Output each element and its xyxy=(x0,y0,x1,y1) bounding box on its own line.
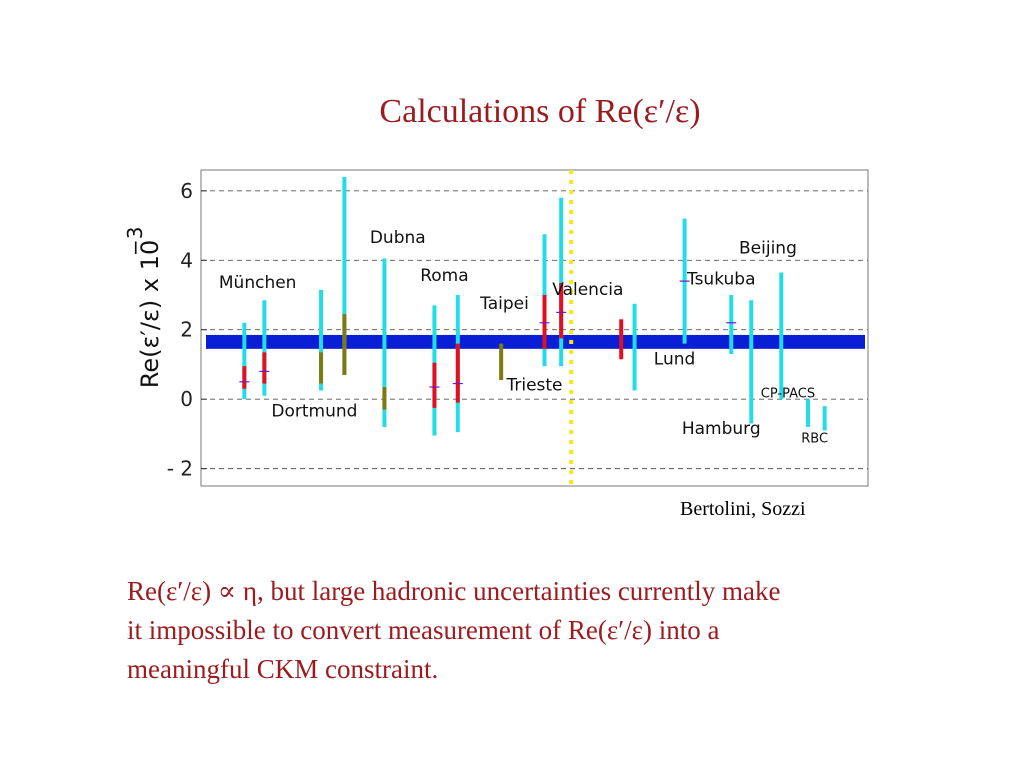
group-label: Trieste xyxy=(505,376,562,396)
chart-credit: Bertolini, Sozzi xyxy=(680,498,806,520)
y-tick-label: 6 xyxy=(180,179,193,203)
caption-line: meaningful CKM constraint. xyxy=(127,654,439,684)
group-label: München xyxy=(219,273,297,293)
chart: - 2 0 2 4 6 Re(ε′/ε) x 10−3 München Dortmund Dub… xyxy=(123,169,869,487)
y-axis-label: Re(ε′/ε) x 10 xyxy=(136,240,164,389)
y-tick-label: 4 xyxy=(180,248,193,272)
group-label: CP-PACS xyxy=(761,386,815,401)
y-tick-label: 0 xyxy=(180,387,193,411)
group-label: Taipei xyxy=(479,294,529,314)
group-label: Beijing xyxy=(739,238,797,258)
group-label: Roma xyxy=(420,266,468,286)
caption-line: it impossible to convert measurement of … xyxy=(127,615,720,645)
group-label: Dubna xyxy=(370,228,426,248)
group-label: Hamburg xyxy=(682,419,761,439)
group-label: Valencia xyxy=(552,280,623,300)
y-axis-exponent: −3 xyxy=(123,227,147,256)
caption: Re(ε′/ε) ∝ η, but large hadronic uncerta… xyxy=(127,572,977,689)
group-label: Lund xyxy=(654,349,696,369)
y-tick-label: - 2 xyxy=(167,457,193,481)
slide-title: Calculations of Re(ε′/ε) xyxy=(379,93,701,130)
caption-line: Re(ε′/ε) ∝ η, but large hadronic uncerta… xyxy=(127,576,781,606)
group-label: Dortmund xyxy=(271,402,357,422)
group-label: Tsukuba xyxy=(686,270,756,290)
group-label: RBC xyxy=(801,432,828,447)
experimental-band xyxy=(206,334,865,349)
y-tick-label: 2 xyxy=(180,318,193,342)
plot-frame xyxy=(200,169,869,487)
